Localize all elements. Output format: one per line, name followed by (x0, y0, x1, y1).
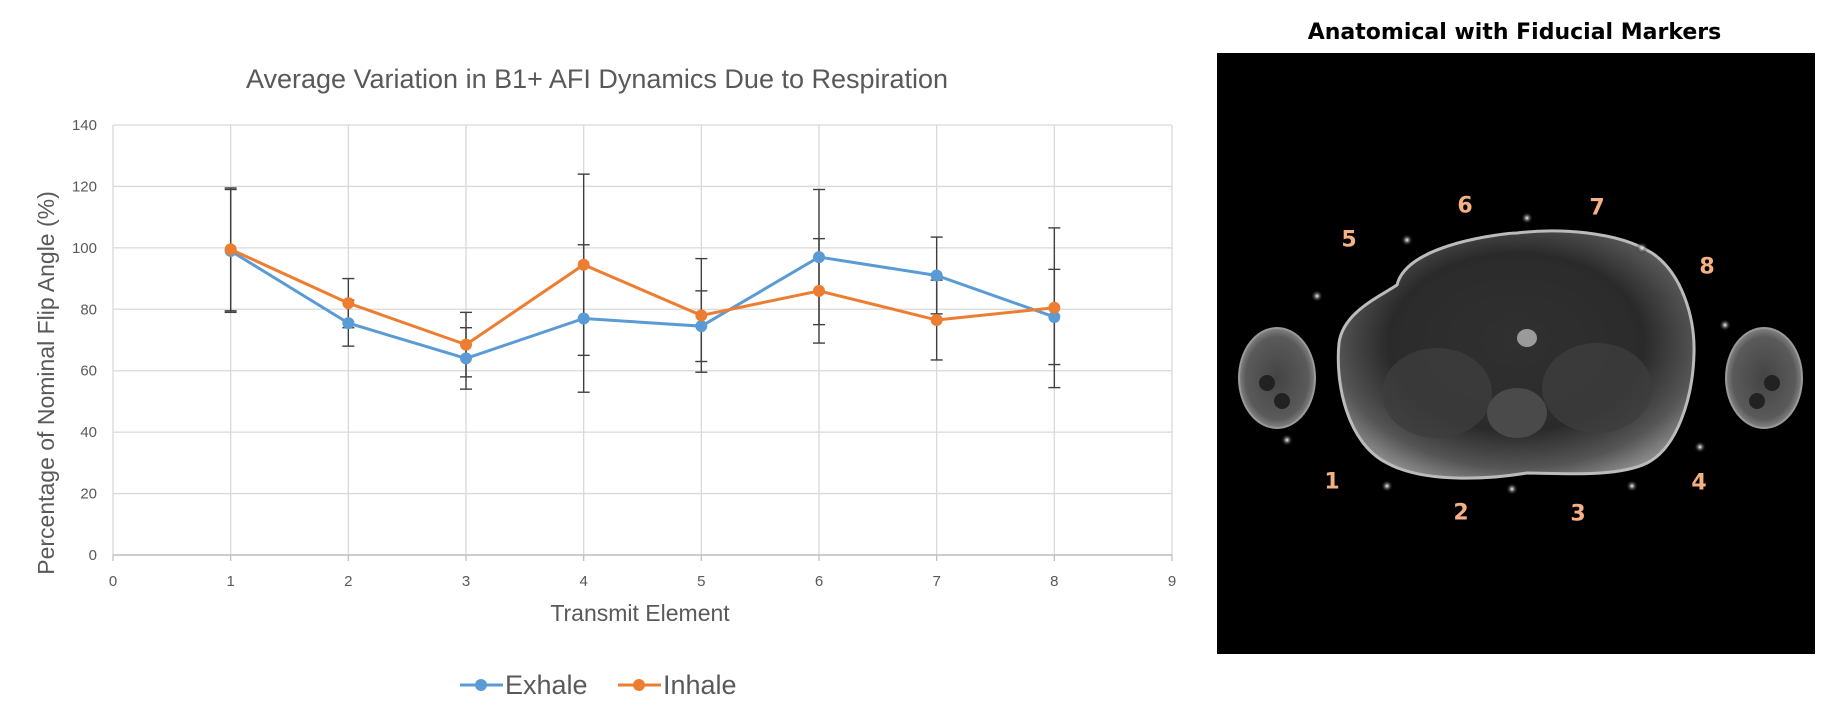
inhale-point (460, 338, 472, 351)
inhale-point (813, 284, 825, 297)
legend-exhale-label: Exhale (505, 670, 588, 700)
y-tick-label: 100 (72, 240, 97, 257)
x-tick-label: 9 (1168, 573, 1176, 590)
x-tick-label: 7 (932, 573, 940, 590)
x-tick-label: 4 (579, 573, 587, 590)
x-tick-label: 1 (226, 573, 234, 590)
exhale-point (577, 312, 590, 325)
fiducial-dots (1281, 212, 1731, 495)
series (224, 173, 1061, 393)
exhale-point (1048, 310, 1061, 323)
chart-title: Average Variation in B1+ AFI Dynamics Du… (246, 64, 948, 94)
exhale-point (930, 269, 943, 282)
x-axis-label: Transmit Element (550, 600, 730, 626)
y-tick-label: 60 (80, 363, 97, 380)
marker-label-3: 3 (1570, 501, 1586, 527)
legend-inhale-label: Inhale (663, 670, 737, 700)
inhale-point (695, 309, 708, 322)
marker-label-2: 2 (1453, 500, 1469, 526)
inhale-point (224, 243, 237, 256)
inhale-point (930, 314, 943, 327)
x-tick-label: 2 (344, 573, 352, 590)
y-tick-label: 0 (89, 547, 97, 564)
inhale-point (342, 297, 355, 310)
x-tick-label: 3 (462, 573, 470, 590)
axes: 0 20 40 60 80 100 120 140 0 1 2 3 4 5 6 7 8 9 (72, 117, 1176, 590)
exhale-point (460, 352, 472, 365)
x-tick-label: 5 (697, 573, 705, 590)
x-tick-label: 6 (815, 573, 823, 590)
grid (112, 124, 1173, 556)
mri-scan (1238, 212, 1803, 495)
line-chart: Average Variation in B1+ AFI Dynamics Du… (33, 64, 1176, 700)
right-arm (1725, 327, 1803, 429)
legend-exhale-marker (475, 679, 487, 691)
y-tick-label: 40 (80, 424, 97, 441)
mri-image: 1 2 3 4 5 6 7 8 (1217, 53, 1815, 654)
legend-inhale-marker (633, 679, 645, 691)
inhale-point (577, 258, 590, 271)
legend: Exhale Inhale (460, 670, 737, 700)
x-tick-label: 8 (1050, 573, 1058, 590)
marker-label-4: 4 (1691, 470, 1707, 496)
marker-label-5: 5 (1341, 227, 1357, 253)
left-arm (1238, 327, 1316, 429)
exhale-line (229, 249, 1055, 361)
inhale-line (230, 248, 1055, 347)
exhale-point (342, 317, 355, 330)
marker-label-1: 1 (1324, 469, 1340, 495)
y-tick-label: 80 (80, 301, 97, 318)
y-tick-label: 120 (72, 178, 97, 195)
marker-label-8: 8 (1699, 254, 1715, 280)
y-tick-label: 20 (80, 486, 97, 503)
inhale-point (1048, 301, 1061, 314)
marker-label-6: 6 (1457, 193, 1473, 219)
image-panel-title: Anatomical with Fiducial Markers (1307, 20, 1722, 45)
exhale-point (813, 251, 825, 264)
x-tick-label: 0 (109, 573, 117, 590)
exhale-point (695, 320, 708, 333)
y-axis-label: Percentage of Nominal Flip Angle (%) (33, 191, 59, 575)
marker-label-7: 7 (1589, 195, 1605, 221)
y-tick-label: 140 (72, 117, 97, 134)
